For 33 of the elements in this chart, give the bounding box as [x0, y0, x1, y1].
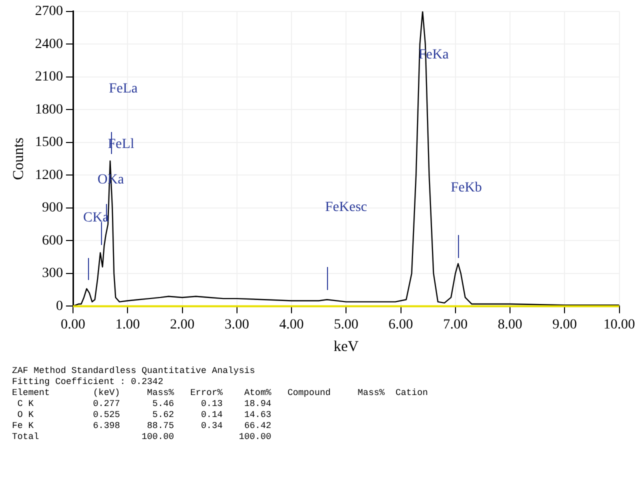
text: C K 0.277 5.46 0.13 18.94	[17, 399, 272, 409]
y-tick-label: 1800	[35, 102, 63, 118]
y-tick-label: 0	[56, 298, 63, 314]
y-tick-label: 600	[42, 233, 63, 248]
y-tick-label: 2700	[35, 4, 63, 20]
x-axis-title: keV	[334, 338, 359, 355]
x-tick-label: 2.00	[170, 317, 194, 332]
x-tick-label: 5.00	[334, 317, 358, 332]
x-tick-label: 1.00	[115, 317, 140, 332]
annotation: FeKb	[450, 180, 482, 196]
x-tick-label: 8.00	[498, 317, 522, 332]
x-tick-label: 7.00	[443, 317, 468, 332]
text: Element (keV) Mass% Error% Atom% Compound Mass% Cation	[12, 388, 428, 398]
text: Fe K 6.398 88.75 0.34 66.42	[12, 421, 272, 431]
x-tick-label: 3.00	[224, 317, 250, 332]
y-tick-label: 2100	[35, 70, 63, 85]
text: Fitting Coefficient : 0.2342	[12, 377, 164, 387]
annotation: FeLa	[108, 82, 138, 97]
x-tick-label: 9.00	[552, 317, 577, 332]
y-axis-title: Counts	[10, 137, 27, 180]
y-tick-label: 900	[42, 200, 63, 216]
x-tick-label: 4.00	[279, 317, 304, 332]
annotation: FeKesc	[325, 200, 368, 215]
y-tick-label: 2400	[35, 36, 63, 52]
x-tick-label: 10.00	[604, 317, 635, 332]
x-tick-label: 0.00	[60, 317, 86, 332]
x-tick-label: 6.00	[388, 317, 413, 332]
y-tick-label: 1500	[35, 135, 63, 150]
y-tick-label: 300	[42, 266, 63, 282]
text: Total 100.00 100.00	[12, 432, 272, 442]
text: ZAF Method Standardless Quantitative Analysis	[12, 366, 256, 376]
y-tick-label: 1200	[35, 168, 63, 183]
text: O K 0.525 5.62 0.14 14.63	[17, 410, 272, 420]
